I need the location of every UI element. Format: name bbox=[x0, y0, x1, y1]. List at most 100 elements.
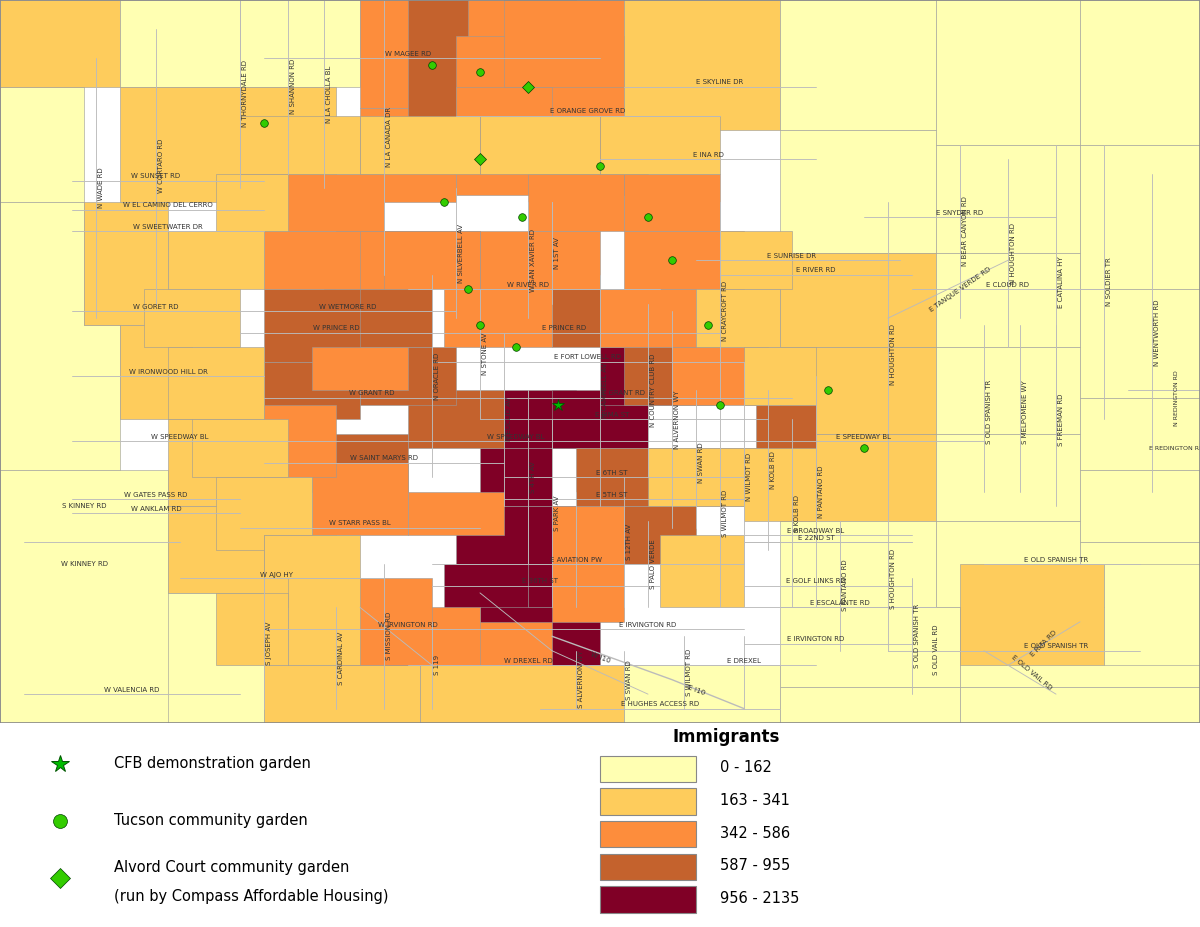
Text: N 1ST AV: N 1ST AV bbox=[554, 237, 560, 269]
Polygon shape bbox=[480, 607, 600, 666]
Polygon shape bbox=[960, 607, 1200, 687]
Polygon shape bbox=[600, 506, 696, 564]
Polygon shape bbox=[960, 687, 1200, 723]
Text: N LA CANADA DR: N LA CANADA DR bbox=[386, 108, 391, 168]
Text: W MAGEE RD: W MAGEE RD bbox=[385, 50, 431, 57]
Text: E AVIATION PW: E AVIATION PW bbox=[550, 556, 602, 563]
Bar bbox=[600, 821, 696, 847]
Polygon shape bbox=[264, 232, 360, 289]
Polygon shape bbox=[780, 347, 936, 434]
Polygon shape bbox=[360, 232, 480, 289]
Polygon shape bbox=[336, 232, 456, 289]
Polygon shape bbox=[780, 253, 936, 347]
Text: E IRVINGTON RD: E IRVINGTON RD bbox=[619, 622, 677, 628]
Text: E ESCALANTE RD: E ESCALANTE RD bbox=[810, 600, 870, 606]
Text: W RIVER RD: W RIVER RD bbox=[508, 282, 550, 288]
Polygon shape bbox=[312, 463, 408, 535]
Text: S SWAN RD: S SWAN RD bbox=[626, 660, 632, 700]
Text: E RIVER RD: E RIVER RD bbox=[797, 267, 835, 273]
Text: W STARR PASS BL: W STARR PASS BL bbox=[329, 520, 391, 527]
Polygon shape bbox=[312, 434, 408, 491]
Text: W IRVINGTON RD: W IRVINGTON RD bbox=[378, 622, 438, 628]
Polygon shape bbox=[600, 116, 720, 173]
Text: S OLD VAIL RD: S OLD VAIL RD bbox=[934, 624, 940, 675]
Polygon shape bbox=[360, 0, 456, 108]
Text: E ORANGE GROVE RD: E ORANGE GROVE RD bbox=[551, 108, 625, 114]
Text: N HOUGHTON RD: N HOUGHTON RD bbox=[890, 324, 895, 385]
Polygon shape bbox=[552, 390, 648, 449]
Text: N SWAN RD: N SWAN RD bbox=[698, 442, 703, 483]
Text: N CAMPBELL AV: N CAMPBELL AV bbox=[601, 362, 607, 418]
Text: S PANTANO RD: S PANTANO RD bbox=[842, 560, 847, 612]
Text: Alvord Court community garden: Alvord Court community garden bbox=[114, 860, 349, 875]
Polygon shape bbox=[576, 449, 672, 506]
Polygon shape bbox=[288, 578, 360, 666]
Polygon shape bbox=[264, 535, 360, 578]
Bar bbox=[600, 886, 696, 913]
Text: W IRONWOOD HILL DR: W IRONWOOD HILL DR bbox=[128, 369, 208, 375]
Text: 163 - 341: 163 - 341 bbox=[720, 794, 790, 808]
Text: S ALVERNON WY: S ALVERNON WY bbox=[578, 651, 583, 708]
Text: W SUNSET RD: W SUNSET RD bbox=[132, 173, 180, 180]
Polygon shape bbox=[456, 0, 576, 108]
Text: S FREEMAN RD: S FREEMAN RD bbox=[1058, 393, 1064, 446]
Polygon shape bbox=[360, 116, 480, 173]
Text: S PARK AV: S PARK AV bbox=[554, 496, 560, 531]
Polygon shape bbox=[624, 0, 780, 130]
Polygon shape bbox=[120, 0, 240, 87]
Text: E 22ND ST: E 22ND ST bbox=[798, 535, 834, 541]
Text: E SPEEDWAY BL: E SPEEDWAY BL bbox=[836, 434, 892, 439]
Text: Immigrants: Immigrants bbox=[672, 729, 779, 746]
Text: S OLD SPANISH TR: S OLD SPANISH TR bbox=[914, 604, 920, 668]
Text: N EUCLID AV: N EUCLID AV bbox=[506, 398, 512, 441]
Polygon shape bbox=[264, 535, 336, 607]
Polygon shape bbox=[480, 232, 600, 289]
Text: E 36TH ST: E 36TH ST bbox=[522, 578, 558, 584]
Polygon shape bbox=[216, 173, 288, 232]
Text: S MISSION RD: S MISSION RD bbox=[386, 612, 391, 660]
Polygon shape bbox=[0, 470, 264, 723]
Polygon shape bbox=[456, 506, 528, 564]
Polygon shape bbox=[600, 347, 672, 405]
Text: N REDINGTON RD: N REDINGTON RD bbox=[1174, 370, 1178, 425]
Text: E REDINGTON RD: E REDINGTON RD bbox=[1148, 446, 1200, 451]
Polygon shape bbox=[756, 405, 816, 491]
Polygon shape bbox=[1080, 145, 1200, 289]
Text: S KOLB RD: S KOLB RD bbox=[794, 495, 800, 532]
Polygon shape bbox=[120, 325, 192, 419]
Text: N WILMOT RD: N WILMOT RD bbox=[746, 453, 751, 502]
Text: N CRAYCROFT RD: N CRAYCROFT RD bbox=[722, 281, 727, 341]
Polygon shape bbox=[552, 506, 624, 564]
Text: 956 - 2135: 956 - 2135 bbox=[720, 891, 799, 906]
Text: N WADE RD: N WADE RD bbox=[98, 168, 104, 209]
Text: W SPEEDWAY BL: W SPEEDWAY BL bbox=[151, 434, 209, 439]
Text: CFB demonstration garden: CFB demonstration garden bbox=[114, 756, 311, 771]
Text: N SILVERBELL AV: N SILVERBELL AV bbox=[458, 223, 463, 283]
Polygon shape bbox=[0, 0, 120, 87]
Text: E CATALINA HY: E CATALINA HY bbox=[1058, 256, 1064, 308]
Polygon shape bbox=[528, 564, 600, 607]
Polygon shape bbox=[444, 289, 552, 347]
Text: N PANTANO RD: N PANTANO RD bbox=[818, 465, 824, 518]
Polygon shape bbox=[216, 477, 312, 550]
Text: E 6TH ST: E 6TH ST bbox=[596, 470, 628, 476]
Text: N SHANNON RD: N SHANNON RD bbox=[290, 59, 296, 114]
Text: E OLD VAIL RD: E OLD VAIL RD bbox=[1010, 654, 1054, 691]
Polygon shape bbox=[240, 0, 360, 87]
Polygon shape bbox=[1080, 542, 1200, 607]
Polygon shape bbox=[744, 449, 816, 521]
Text: N STONE AV: N STONE AV bbox=[482, 333, 487, 375]
Polygon shape bbox=[144, 289, 240, 347]
Text: Tucson community garden: Tucson community garden bbox=[114, 814, 307, 829]
Polygon shape bbox=[240, 173, 384, 232]
Text: W CORTARO RD: W CORTARO RD bbox=[158, 139, 163, 194]
Polygon shape bbox=[264, 362, 360, 419]
Text: W GORET RD: W GORET RD bbox=[133, 303, 179, 310]
Text: N LA CHOLLA BL: N LA CHOLLA BL bbox=[326, 65, 331, 122]
Bar bbox=[600, 854, 696, 880]
Polygon shape bbox=[168, 347, 264, 419]
Text: W SAN XAVIER RD: W SAN XAVIER RD bbox=[530, 229, 535, 292]
Polygon shape bbox=[696, 289, 780, 347]
Polygon shape bbox=[168, 232, 264, 289]
Polygon shape bbox=[624, 173, 720, 232]
